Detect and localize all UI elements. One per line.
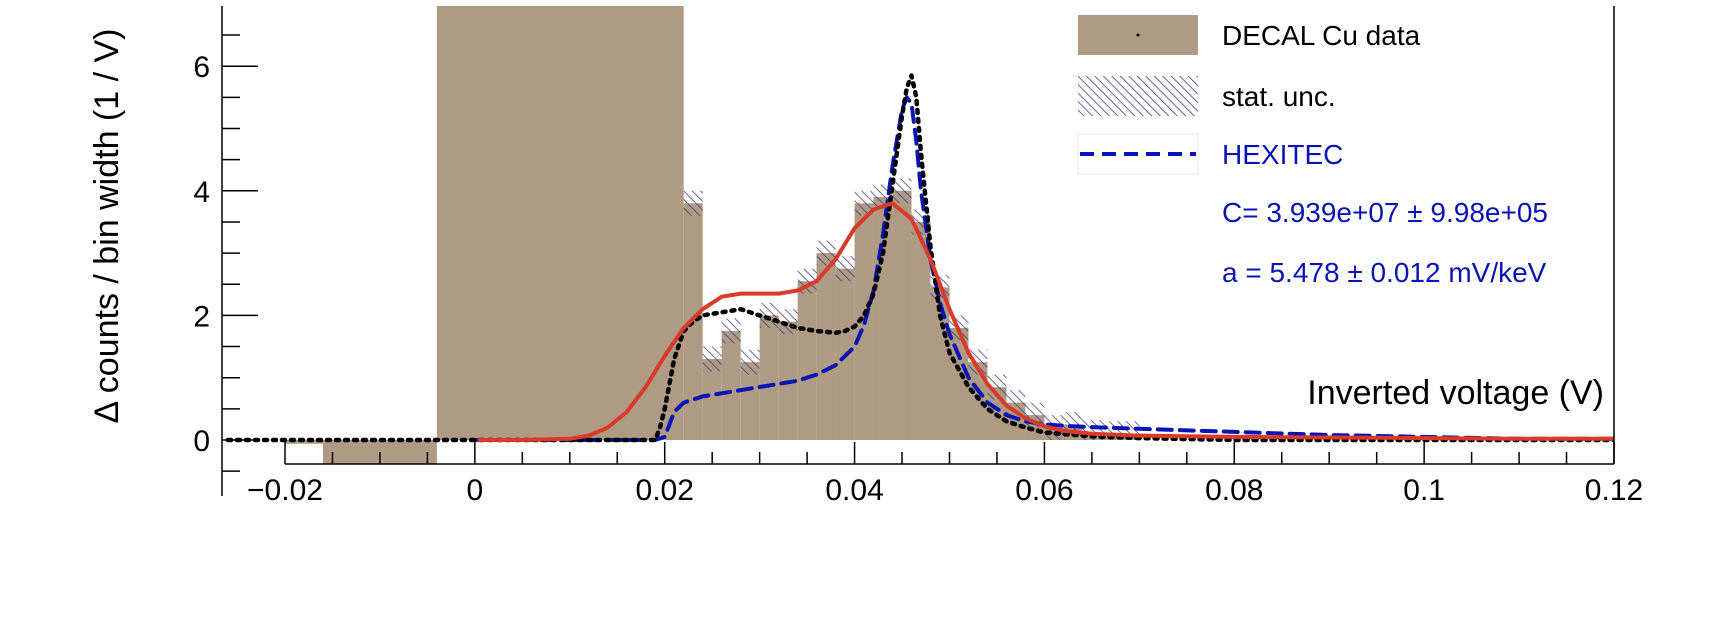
x-tick-label: 0.1 xyxy=(1403,474,1445,507)
legend-marker-dot xyxy=(1136,33,1140,37)
legend-label: stat. unc. xyxy=(1222,81,1336,112)
model-curves xyxy=(225,73,1614,443)
stat-unc-band-11 xyxy=(835,256,855,282)
curve-dotted-model xyxy=(225,73,1614,443)
y-tick-label: 2 xyxy=(193,300,210,333)
x-tick-label: 0 xyxy=(467,474,484,507)
x-tick-label: 0.06 xyxy=(1015,474,1073,507)
stat-unc-band-18 xyxy=(968,349,988,375)
histogram-bar-17 xyxy=(949,327,969,440)
x-tick-label: 0.08 xyxy=(1205,474,1263,507)
stat-unc-band-3 xyxy=(683,190,703,216)
x-tick-label: 0.12 xyxy=(1585,474,1643,507)
histogram-bar-4 xyxy=(702,359,722,440)
stat-unc-band-4 xyxy=(702,346,722,372)
stat-unc-band-10 xyxy=(816,240,836,266)
fit-annotations: C= 3.939e+07 ± 9.98e+05 a = 5.478 ± 0.012… xyxy=(1222,197,1548,288)
stat-unc-band-12 xyxy=(854,190,874,216)
histogram-bar-5 xyxy=(721,330,741,440)
histogram-bar-7 xyxy=(759,315,779,440)
legend: DECAL Cu data stat. unc. HEXITEC xyxy=(1077,15,1421,175)
legend-label: HEXITEC xyxy=(1222,139,1343,170)
legend-swatch-frame xyxy=(1077,133,1199,175)
axes: 0 2 4 6 −0.02 0 0.02 0.04 0.06 0.08 0.1 0.12 xyxy=(193,6,1643,507)
y-tick-label: 6 xyxy=(193,51,210,84)
histogram-bar-1 xyxy=(322,440,437,464)
y-tick-label: 4 xyxy=(193,176,210,209)
y-tick-label: 0 xyxy=(193,425,210,458)
stat-unc-band-5 xyxy=(721,318,741,344)
curve-fit xyxy=(477,201,1614,442)
histogram-bar-9 xyxy=(797,281,817,440)
histogram-bar-18 xyxy=(968,362,988,440)
histogram-bar-2 xyxy=(436,6,684,441)
histogram-bar-6 xyxy=(740,362,760,440)
legend-swatch-unc xyxy=(1078,76,1198,116)
legend-label: DECAL Cu data xyxy=(1222,20,1421,51)
stat-unc-band-6 xyxy=(740,349,760,375)
stat-unc-band-19 xyxy=(987,374,1007,400)
fit-annotation: a = 5.478 ± 0.012 mV/keV xyxy=(1222,257,1547,288)
stat-unc-band-14 xyxy=(892,178,912,204)
y-axis-title: Δ counts / bin width (1 / V) xyxy=(88,28,126,423)
histogram-bar-14 xyxy=(892,190,912,440)
curve-hexitec xyxy=(472,95,1614,442)
histogram-bar-15 xyxy=(911,221,931,440)
x-axis-title: Inverted voltage (V) xyxy=(1307,374,1604,412)
x-tick-label: −0.02 xyxy=(247,474,323,507)
x-tick-label: 0.02 xyxy=(636,474,694,507)
fit-annotation: C= 3.939e+07 ± 9.98e+05 xyxy=(1222,197,1548,228)
histogram-bar-10 xyxy=(816,253,836,440)
x-tick-label: 0.04 xyxy=(825,474,883,507)
